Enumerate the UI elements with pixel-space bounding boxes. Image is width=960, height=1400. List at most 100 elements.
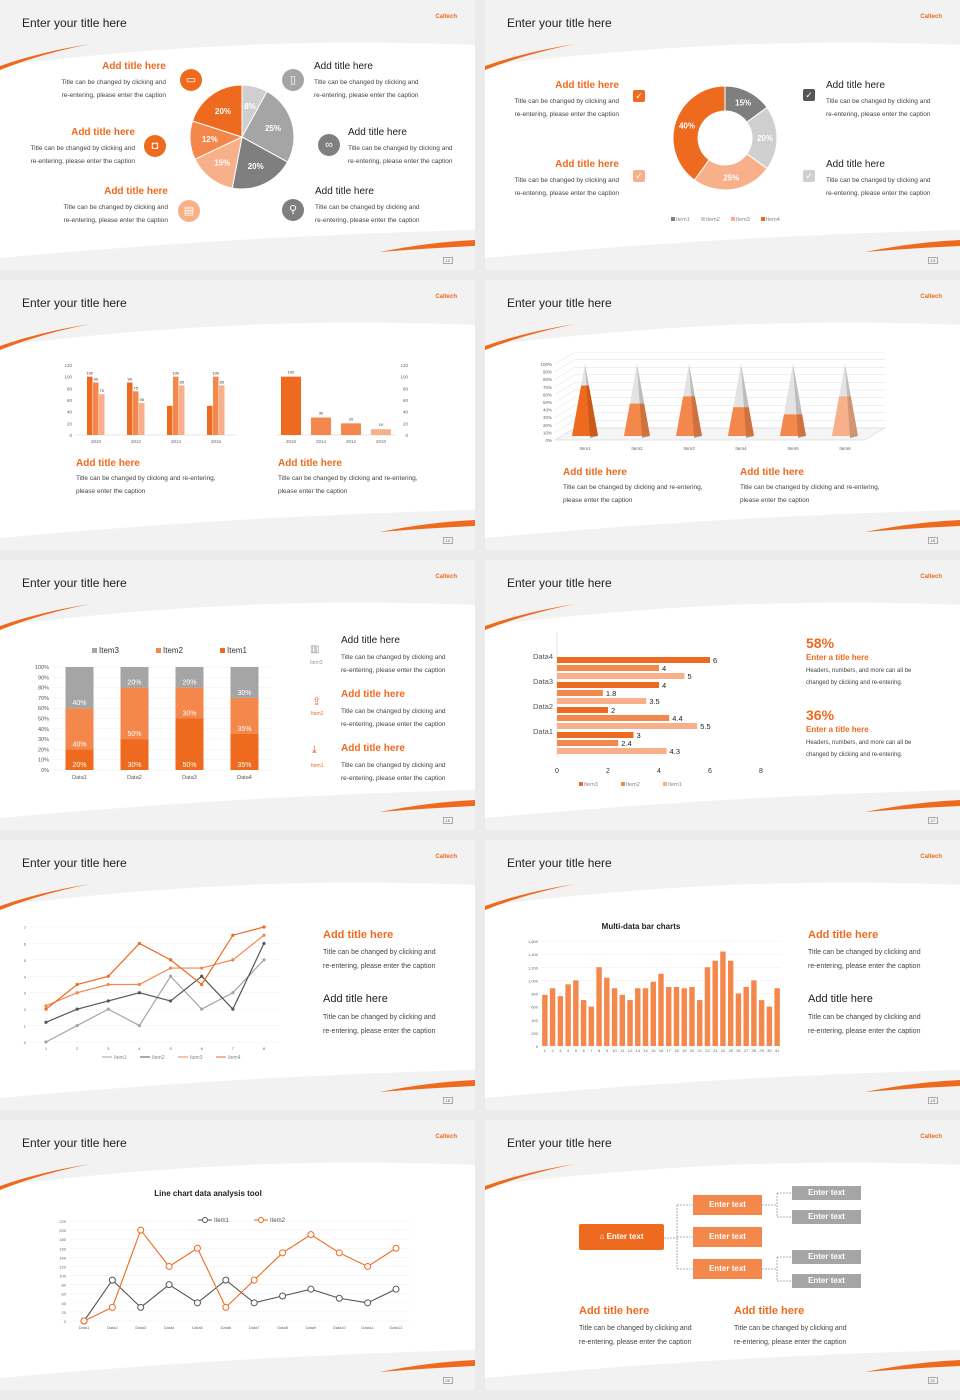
slide-background-decoration bbox=[0, 280, 475, 550]
bar bbox=[213, 376, 219, 435]
slide-title: Enter your title here bbox=[507, 856, 612, 870]
y-tick-label: 20% bbox=[543, 423, 552, 428]
data-point bbox=[106, 1007, 110, 1011]
bar bbox=[727, 960, 734, 1046]
cone-chart: 0% 10% 20% 30% 40% 50% 60% 70% 80% 90% 100% Item1 It… bbox=[540, 352, 886, 451]
item-caption: Title can be changed by clicking and re-e… bbox=[808, 949, 921, 970]
bar bbox=[179, 385, 185, 435]
item-title: Add title here bbox=[826, 159, 885, 170]
stat-percent: 36% bbox=[806, 707, 835, 723]
x-tick-label: 28 bbox=[752, 1048, 757, 1053]
slide-14: Enter your title here Caltech 14 0 20 40 60… bbox=[0, 280, 475, 550]
y-tick-label: 30% bbox=[38, 737, 49, 743]
bar-value-label: 3.5 bbox=[649, 697, 659, 706]
bar bbox=[542, 994, 548, 1046]
cone-fill-shade bbox=[847, 396, 858, 438]
y-tick-label: 200 bbox=[531, 1031, 538, 1036]
flow-node: Enter text bbox=[792, 1210, 861, 1224]
legend-label: Item3 bbox=[190, 1055, 203, 1061]
item-title: Add title here bbox=[826, 80, 885, 91]
legend-swatch bbox=[621, 782, 625, 786]
slide-title: Enter your title here bbox=[22, 856, 127, 870]
stacked-bar-segment bbox=[65, 749, 94, 770]
slide-title: Enter your title here bbox=[22, 1136, 127, 1150]
data-point bbox=[262, 933, 266, 937]
legend-label: Item1 bbox=[227, 646, 248, 655]
footer-band bbox=[485, 790, 960, 830]
bar bbox=[557, 690, 603, 696]
x-tick-label: 8 bbox=[759, 768, 763, 775]
item-title: Add title here bbox=[808, 993, 873, 1005]
x-tick-label: 4 bbox=[138, 1046, 141, 1051]
bar-value-label: 75 bbox=[133, 385, 138, 390]
footer-band bbox=[0, 790, 475, 830]
item-caption: Title can be changed by clicking and re-e… bbox=[314, 79, 419, 99]
x-tick-label: 2 bbox=[606, 768, 610, 775]
bar bbox=[565, 984, 571, 1046]
cone-fill-shade bbox=[744, 407, 754, 438]
stacked-bar-segment bbox=[230, 733, 259, 770]
data-point bbox=[200, 1007, 204, 1011]
bar-value-label: 90 bbox=[127, 377, 132, 382]
brand-logo: Caltech bbox=[920, 854, 942, 860]
bar-chart: 0 20 40 60 80 100 120 100 2016 30 2014 20 2012 10 2010 bbox=[276, 363, 408, 444]
brand-logo: Caltech bbox=[435, 1134, 457, 1140]
brand-logo: Caltech bbox=[920, 14, 942, 20]
x-tick-label: 17 bbox=[667, 1048, 672, 1053]
grid-line bbox=[554, 366, 576, 380]
item-title: Add title here bbox=[76, 458, 140, 469]
y-tick-label: 60 bbox=[62, 1292, 67, 1297]
bar-value-label: 30 bbox=[319, 411, 324, 416]
x-tick-label: Data10 bbox=[333, 1325, 347, 1330]
cone-fill bbox=[676, 396, 702, 436]
data-point bbox=[231, 1007, 235, 1011]
icon-label: Item2 bbox=[311, 711, 324, 717]
item-caption: Title can be changed by clicking and re-e… bbox=[341, 654, 446, 674]
horizontal-bar-chart: 0 2 4 6 8 3 2.4 4.3 Data1 2 4.4 5.5 Data2 4 1.8 3.5 Data… bbox=[533, 632, 763, 788]
page-number: 12 bbox=[442, 257, 453, 264]
y-tick-label: 120 bbox=[64, 363, 72, 368]
bar bbox=[751, 980, 757, 1046]
data-point bbox=[200, 982, 204, 987]
item-caption: Title can be changed by clicking and re-e… bbox=[579, 1325, 692, 1346]
x-tick-label: Data9 bbox=[306, 1325, 317, 1330]
y-tick-label: 40% bbox=[38, 727, 49, 733]
y-tick-label: 60% bbox=[543, 392, 552, 397]
bottom-swoosh bbox=[380, 1080, 475, 1092]
y-tick-label: Data4 bbox=[533, 652, 553, 661]
page-number: 19 bbox=[927, 1097, 938, 1104]
bar-value-label: 5 bbox=[688, 672, 692, 681]
data-point bbox=[193, 1244, 201, 1252]
pie-slice bbox=[231, 136, 289, 190]
stat-percent: 58% bbox=[806, 635, 835, 651]
header-band bbox=[485, 840, 960, 906]
data-point bbox=[262, 941, 266, 946]
cone-fill-shade bbox=[639, 403, 650, 438]
flow-root-node: ⌂ Enter text bbox=[579, 1224, 664, 1250]
stat-caption: Headers, numbers, and more can all be cha… bbox=[806, 668, 912, 686]
data-point bbox=[200, 966, 204, 970]
grid-line bbox=[554, 404, 576, 418]
legend-swatch bbox=[701, 217, 705, 221]
y-tick-label: 30% bbox=[543, 415, 552, 420]
data-point bbox=[364, 1262, 372, 1270]
book-icon: ▤ bbox=[178, 200, 200, 222]
bar bbox=[557, 707, 608, 713]
item-title: Add title here bbox=[323, 993, 388, 1005]
bar-value-label: 100 bbox=[86, 371, 93, 376]
bar-value-label: 70 bbox=[99, 388, 104, 393]
y-tick-label: 0 bbox=[64, 1319, 67, 1324]
y-tick-label: 400 bbox=[531, 1018, 538, 1023]
stacked-bar-segment bbox=[175, 667, 204, 688]
data-point bbox=[193, 1299, 201, 1307]
data-point bbox=[137, 1303, 145, 1311]
y-tick-label: 1,000 bbox=[528, 978, 539, 983]
data-point bbox=[106, 982, 110, 987]
legend-label: Item4 bbox=[228, 1055, 241, 1061]
bar bbox=[573, 980, 579, 1046]
grid-line bbox=[554, 352, 576, 365]
x-tick-label: 2014 bbox=[171, 439, 182, 444]
item-title: Add title here bbox=[555, 159, 619, 170]
legend-swatch bbox=[220, 648, 225, 653]
bar bbox=[557, 996, 564, 1046]
